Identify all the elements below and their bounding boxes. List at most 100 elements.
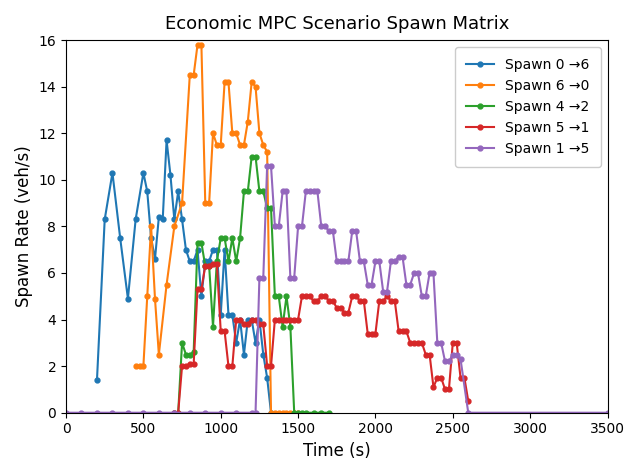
Spawn 4 →2 bbox=[287, 323, 294, 329]
Spawn 6 →0 bbox=[140, 363, 147, 369]
Spawn 5 →1 bbox=[209, 261, 217, 266]
Spawn 4 →2 bbox=[267, 205, 275, 210]
Spawn 0 →6 bbox=[217, 312, 225, 318]
Spawn 0 →6 bbox=[228, 312, 236, 318]
Spawn 0 →6 bbox=[174, 189, 182, 194]
Spawn 4 →2 bbox=[232, 258, 240, 264]
Spawn 4 →2 bbox=[221, 235, 228, 241]
Spawn 4 →2 bbox=[248, 154, 255, 160]
Spawn 6 →0 bbox=[236, 142, 244, 148]
Spawn 6 →0 bbox=[252, 84, 259, 89]
Spawn 1 →5 bbox=[465, 410, 472, 416]
Spawn 6 →0 bbox=[271, 410, 279, 416]
Spawn 4 →2 bbox=[244, 189, 252, 194]
Spawn 4 →2 bbox=[178, 340, 186, 346]
Spawn 4 →2 bbox=[209, 323, 217, 329]
Spawn 0 →6 bbox=[236, 317, 244, 323]
Spawn 6 →0 bbox=[132, 363, 140, 369]
Spawn 6 →0 bbox=[291, 410, 298, 416]
Spawn 6 →0 bbox=[213, 142, 221, 148]
Spawn 6 →0 bbox=[232, 131, 240, 136]
Spawn 0 →6 bbox=[255, 317, 263, 323]
Spawn 4 →2 bbox=[182, 352, 190, 357]
Spawn 0 →6 bbox=[263, 375, 271, 380]
Spawn 0 →6 bbox=[252, 340, 259, 346]
Spawn 6 →0 bbox=[186, 72, 194, 78]
Spawn 4 →2 bbox=[190, 349, 198, 355]
Line: Spawn 1 →5: Spawn 1 →5 bbox=[63, 163, 610, 415]
Spawn 6 →0 bbox=[178, 200, 186, 206]
Spawn 4 →2 bbox=[325, 410, 333, 416]
Spawn 0 →6 bbox=[248, 317, 255, 323]
Spawn 0 →6 bbox=[101, 217, 109, 222]
Spawn 6 →0 bbox=[155, 352, 163, 357]
Spawn 0 →6 bbox=[240, 352, 248, 357]
Spawn 6 →0 bbox=[255, 131, 263, 136]
Spawn 6 →0 bbox=[194, 42, 202, 48]
Line: Spawn 4 →2: Spawn 4 →2 bbox=[172, 154, 332, 415]
Spawn 6 →0 bbox=[147, 224, 155, 229]
Spawn 4 →2 bbox=[205, 263, 213, 269]
Y-axis label: Spawn Rate (veh/s): Spawn Rate (veh/s) bbox=[15, 145, 33, 307]
Spawn 6 →0 bbox=[228, 131, 236, 136]
Spawn 0 →6 bbox=[198, 294, 205, 299]
Spawn 6 →0 bbox=[163, 282, 170, 287]
Spawn 1 →5 bbox=[604, 410, 611, 416]
Spawn 6 →0 bbox=[225, 79, 232, 85]
Spawn 4 →2 bbox=[263, 205, 271, 210]
Spawn 4 →2 bbox=[225, 258, 232, 264]
Spawn 5 →1 bbox=[271, 317, 279, 323]
Spawn 6 →0 bbox=[259, 142, 267, 148]
Spawn 4 →2 bbox=[228, 235, 236, 241]
Spawn 4 →2 bbox=[302, 410, 310, 416]
Spawn 0 →6 bbox=[151, 256, 159, 262]
Spawn 0 →6 bbox=[159, 217, 166, 222]
Spawn 4 →2 bbox=[170, 410, 178, 416]
Spawn 4 →2 bbox=[174, 410, 182, 416]
Spawn 4 →2 bbox=[217, 235, 225, 241]
Spawn 6 →0 bbox=[263, 149, 271, 155]
Spawn 1 →5 bbox=[62, 410, 70, 416]
Spawn 0 →6 bbox=[267, 410, 275, 416]
Spawn 0 →6 bbox=[155, 214, 163, 220]
Spawn 6 →0 bbox=[279, 410, 287, 416]
Spawn 6 →0 bbox=[283, 410, 291, 416]
Spawn 5 →1 bbox=[294, 317, 302, 323]
Spawn 5 →1 bbox=[465, 398, 472, 404]
Spawn 6 →0 bbox=[136, 363, 143, 369]
Spawn 0 →6 bbox=[232, 340, 240, 346]
Spawn 4 →2 bbox=[271, 294, 279, 299]
Spawn 0 →6 bbox=[140, 170, 147, 176]
Spawn 0 →6 bbox=[259, 352, 267, 357]
Spawn 5 →1 bbox=[275, 317, 283, 323]
Spawn 0 →6 bbox=[225, 312, 232, 318]
Spawn 0 →6 bbox=[194, 247, 202, 253]
Spawn 4 →2 bbox=[202, 263, 209, 269]
Spawn 4 →2 bbox=[252, 154, 259, 160]
Spawn 1 →5 bbox=[356, 258, 364, 264]
Spawn 6 →0 bbox=[248, 79, 255, 85]
Spawn 4 →2 bbox=[198, 240, 205, 246]
Spawn 6 →0 bbox=[240, 142, 248, 148]
Spawn 0 →6 bbox=[209, 247, 217, 253]
Spawn 6 →0 bbox=[287, 410, 294, 416]
Spawn 0 →6 bbox=[182, 247, 190, 253]
Spawn 6 →0 bbox=[221, 79, 228, 85]
Spawn 0 →6 bbox=[116, 235, 124, 241]
Spawn 4 →2 bbox=[279, 323, 287, 329]
Spawn 0 →6 bbox=[244, 317, 252, 323]
Spawn 1 →5 bbox=[263, 163, 271, 169]
Spawn 0 →6 bbox=[221, 247, 228, 253]
Spawn 6 →0 bbox=[267, 410, 275, 416]
Spawn 6 →0 bbox=[151, 296, 159, 302]
Spawn 0 →6 bbox=[190, 258, 198, 264]
Spawn 0 →6 bbox=[166, 172, 174, 178]
Legend: Spawn 0 →6, Spawn 6 →0, Spawn 4 →2, Spawn 5 →1, Spawn 1 →5: Spawn 0 →6, Spawn 6 →0, Spawn 4 →2, Spaw… bbox=[455, 47, 600, 167]
Spawn 6 →0 bbox=[209, 131, 217, 136]
Spawn 6 →0 bbox=[170, 224, 178, 229]
Line: Spawn 0 →6: Spawn 0 →6 bbox=[95, 138, 273, 415]
X-axis label: Time (s): Time (s) bbox=[303, 442, 371, 460]
Spawn 6 →0 bbox=[217, 142, 225, 148]
Spawn 0 →6 bbox=[186, 258, 194, 264]
Line: Spawn 5 →1: Spawn 5 →1 bbox=[172, 261, 470, 415]
